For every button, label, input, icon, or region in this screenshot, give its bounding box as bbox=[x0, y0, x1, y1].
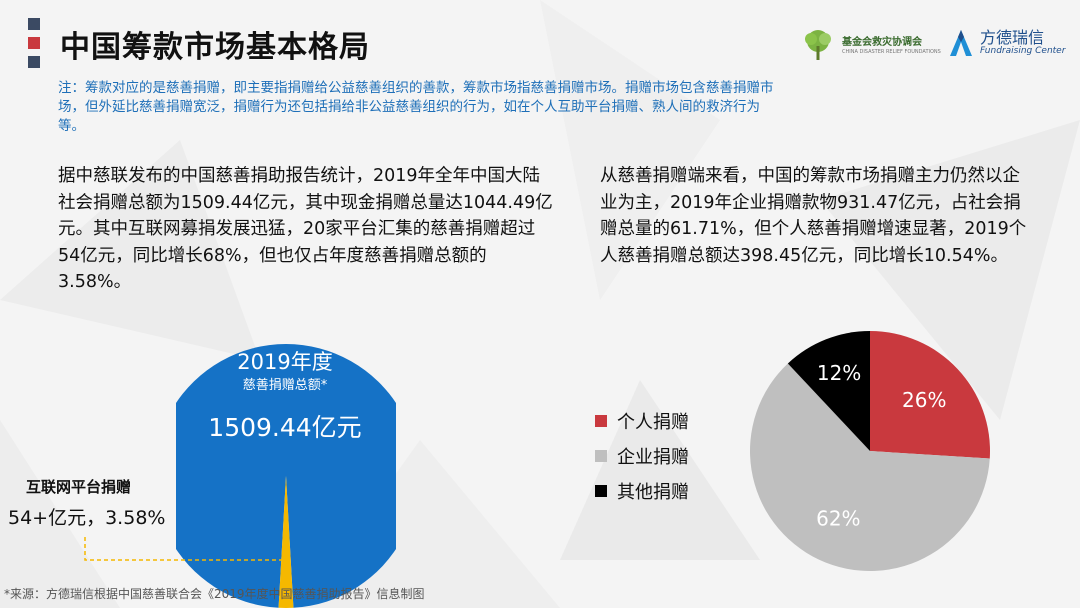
legend-swatch-personal bbox=[595, 414, 607, 427]
decor-square-middle bbox=[28, 37, 40, 49]
foundation-name: 基金会救灾协调会 bbox=[842, 37, 922, 48]
legend-item-personal: 个人捐赠 bbox=[595, 403, 689, 438]
callout-line bbox=[84, 537, 285, 561]
legend-label-other: 其他捐赠 bbox=[617, 481, 689, 503]
title-decoration bbox=[28, 18, 40, 75]
paragraph-left: 据中慈联发布的中国慈善捐助报告统计，2019年全年中国大陆社会捐赠总额为1509… bbox=[58, 166, 553, 292]
pie-right-label-personal: 26% bbox=[902, 388, 946, 412]
brand-name-en: Fundraising Center bbox=[980, 45, 1066, 56]
source-note: *来源：方德瑞信根据中国慈善联合会《2019年度中国慈善捐助报告》信息制图 bbox=[4, 587, 425, 601]
tree-icon bbox=[805, 30, 831, 60]
brand-name-cn: 方德瑞信 bbox=[980, 28, 1045, 48]
internet-platform-label: 互联网平台捐赠 bbox=[26, 478, 132, 496]
legend-swatch-corporate bbox=[595, 449, 607, 462]
page-title: 中国筹款市场基本格局 bbox=[60, 30, 370, 65]
legend-label-corporate: 企业捐赠 bbox=[617, 446, 689, 468]
brand-mark-icon bbox=[950, 30, 972, 56]
decor-square-top bbox=[28, 18, 40, 30]
legend-label-personal: 个人捐赠 bbox=[617, 411, 689, 433]
pie-right-label-corporate: 62% bbox=[816, 506, 860, 530]
total-donation-pie bbox=[176, 343, 396, 608]
pie-right-legend: 个人捐赠 企业捐赠 其他捐赠 bbox=[595, 403, 689, 508]
pie-right-slice-corporate bbox=[750, 363, 990, 571]
pie-left-value: 1509.44亿元 bbox=[208, 413, 362, 442]
pie-right-label-other: 12% bbox=[817, 361, 861, 385]
internet-platform-value: 54+亿元，3.58% bbox=[8, 507, 166, 529]
pie-left-title: 2019年度 bbox=[237, 350, 333, 374]
foundation-sub: CHINA DISASTER RELIEF FOUNDATIONS bbox=[842, 49, 941, 55]
pie-left-subtitle: 慈善捐赠总额* bbox=[242, 378, 328, 393]
donor-breakdown-pie: 26% 62% 12% bbox=[750, 331, 990, 571]
foundation-logo: 基金会救灾协调会 CHINA DISASTER RELIEF FOUNDATIO… bbox=[800, 26, 941, 66]
legend-swatch-other bbox=[595, 484, 607, 497]
note-text: 注：筹款对应的是慈善捐赠，即主要指捐赠给公益慈善组织的善款，筹款市场指慈善捐赠市… bbox=[58, 80, 774, 134]
legend-item-other: 其他捐赠 bbox=[595, 473, 689, 508]
pie-right-slice-personal bbox=[870, 331, 990, 459]
decor-square-bottom bbox=[28, 56, 40, 68]
legend-item-corporate: 企业捐赠 bbox=[595, 438, 689, 473]
brand-logo: 方德瑞信 Fundraising Center bbox=[948, 28, 1065, 58]
pie-left-slice-internet bbox=[278, 476, 294, 608]
pie-left-slice-total bbox=[176, 343, 396, 608]
pie-right-slice-other bbox=[787, 331, 870, 451]
paragraph-right: 从慈善捐赠端来看，中国的筹款市场捐赠主力仍然以企业为主，2019年企业捐赠款物9… bbox=[600, 166, 1027, 266]
